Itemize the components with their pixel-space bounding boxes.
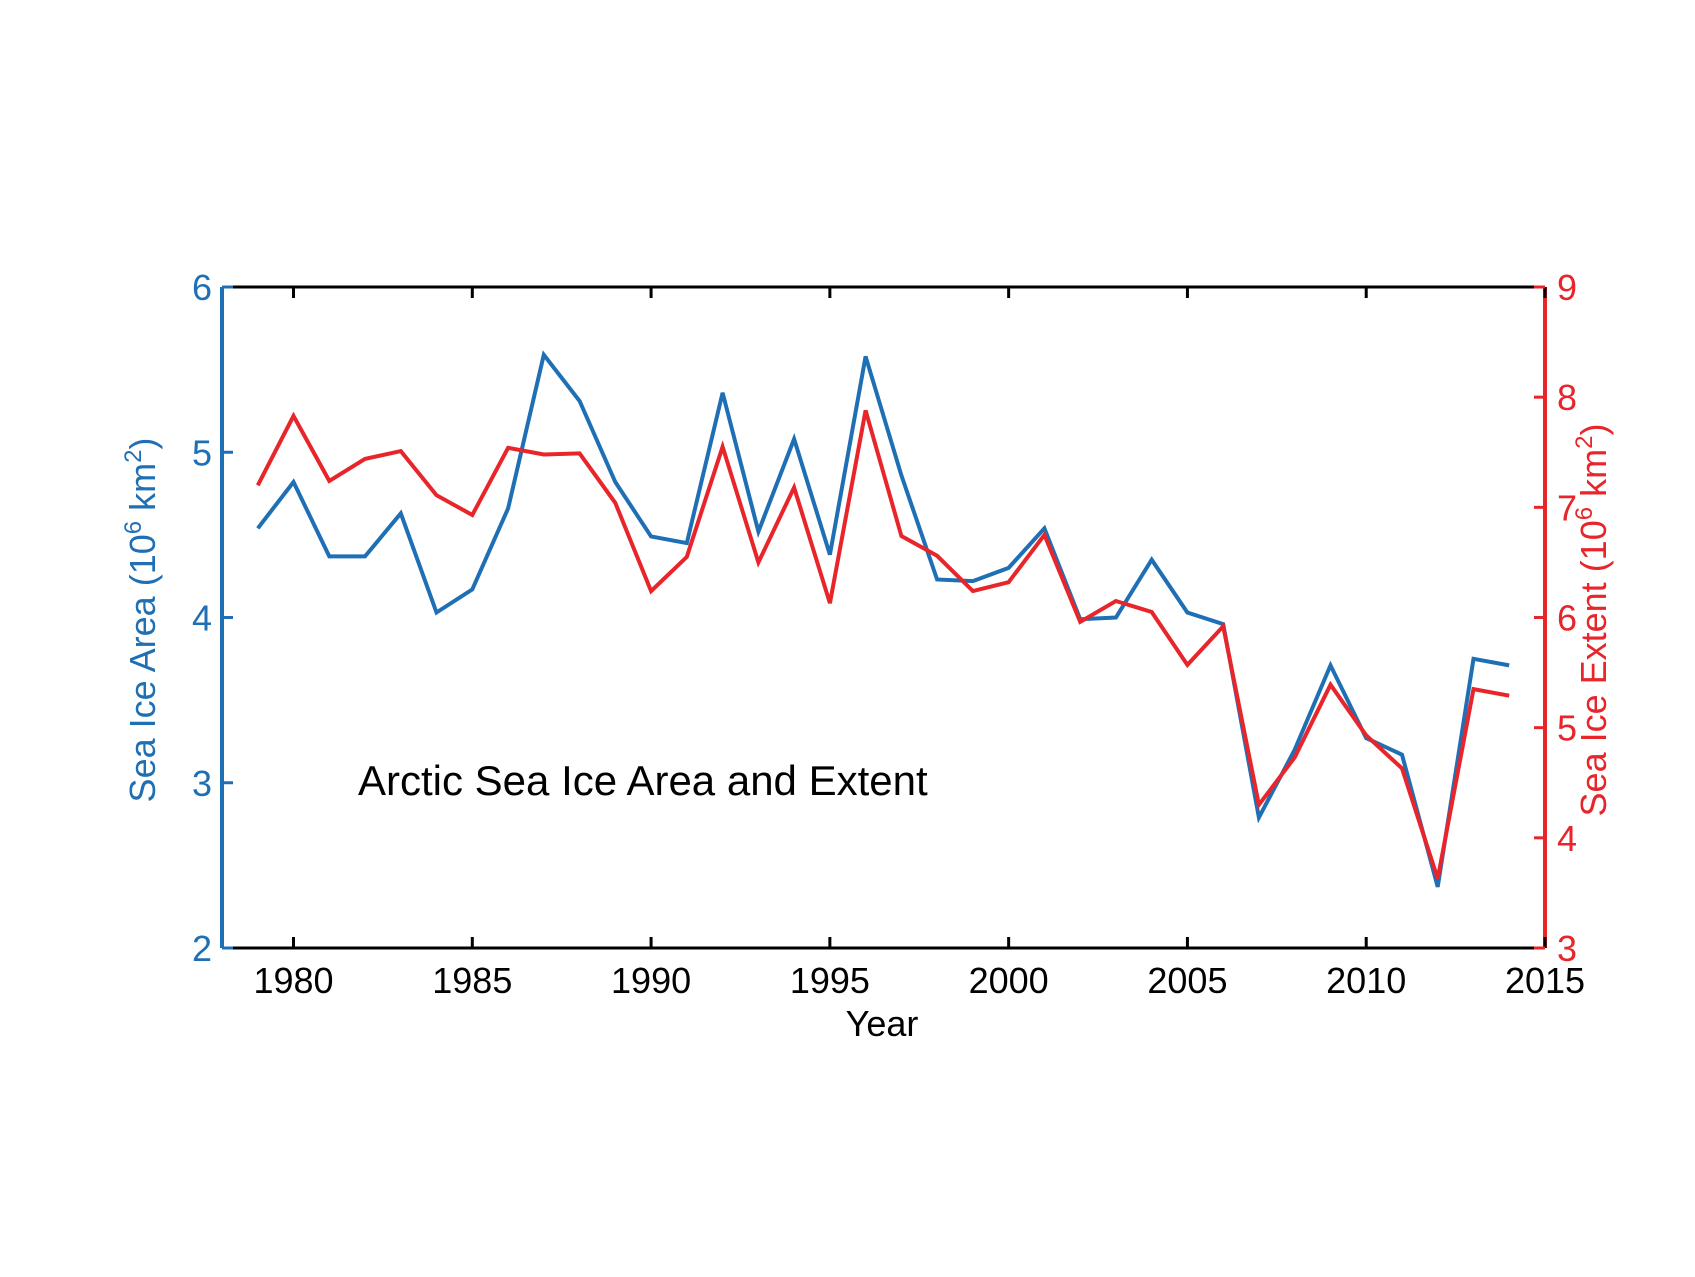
- x-tick-label: 1990: [611, 960, 691, 1001]
- x-axis-label: Year: [846, 1003, 919, 1044]
- x-tick-label: 1995: [790, 960, 870, 1001]
- x-tick-label: 2000: [969, 960, 1049, 1001]
- x-tick-label: 2005: [1147, 960, 1227, 1001]
- left-y-tick-label: 5: [192, 432, 212, 473]
- right-y-tick-label: 9: [1557, 267, 1577, 308]
- left-y-tick-label: 2: [192, 928, 212, 969]
- right-y-tick-label: 7: [1557, 487, 1577, 528]
- right-y-tick-label: 8: [1557, 377, 1577, 418]
- left-y-tick-label: 4: [192, 598, 212, 639]
- x-tick-label: 1985: [432, 960, 512, 1001]
- sea-ice-extent-series-line: [256, 409, 1510, 880]
- left-y-tick-label: 6: [192, 267, 212, 308]
- right-y-tick-label: 5: [1557, 708, 1577, 749]
- right-axis-label: Sea Ice Extent (106 km2): [1571, 424, 1614, 817]
- right-y-tick-label: 3: [1557, 928, 1577, 969]
- x-tick-label: 1980: [253, 960, 333, 1001]
- x-tick-label: 2015: [1505, 960, 1585, 1001]
- sea-ice-area-series-line: [256, 350, 1510, 888]
- chart-title: Arctic Sea Ice Area and Extent: [358, 757, 928, 804]
- right-y-tick-label: 4: [1557, 818, 1577, 859]
- x-tick-label: 2010: [1326, 960, 1406, 1001]
- left-y-tick-label: 3: [192, 763, 212, 804]
- left-axis-label: Sea Ice Area (106 km2): [120, 438, 163, 803]
- right-y-tick-label: 6: [1557, 598, 1577, 639]
